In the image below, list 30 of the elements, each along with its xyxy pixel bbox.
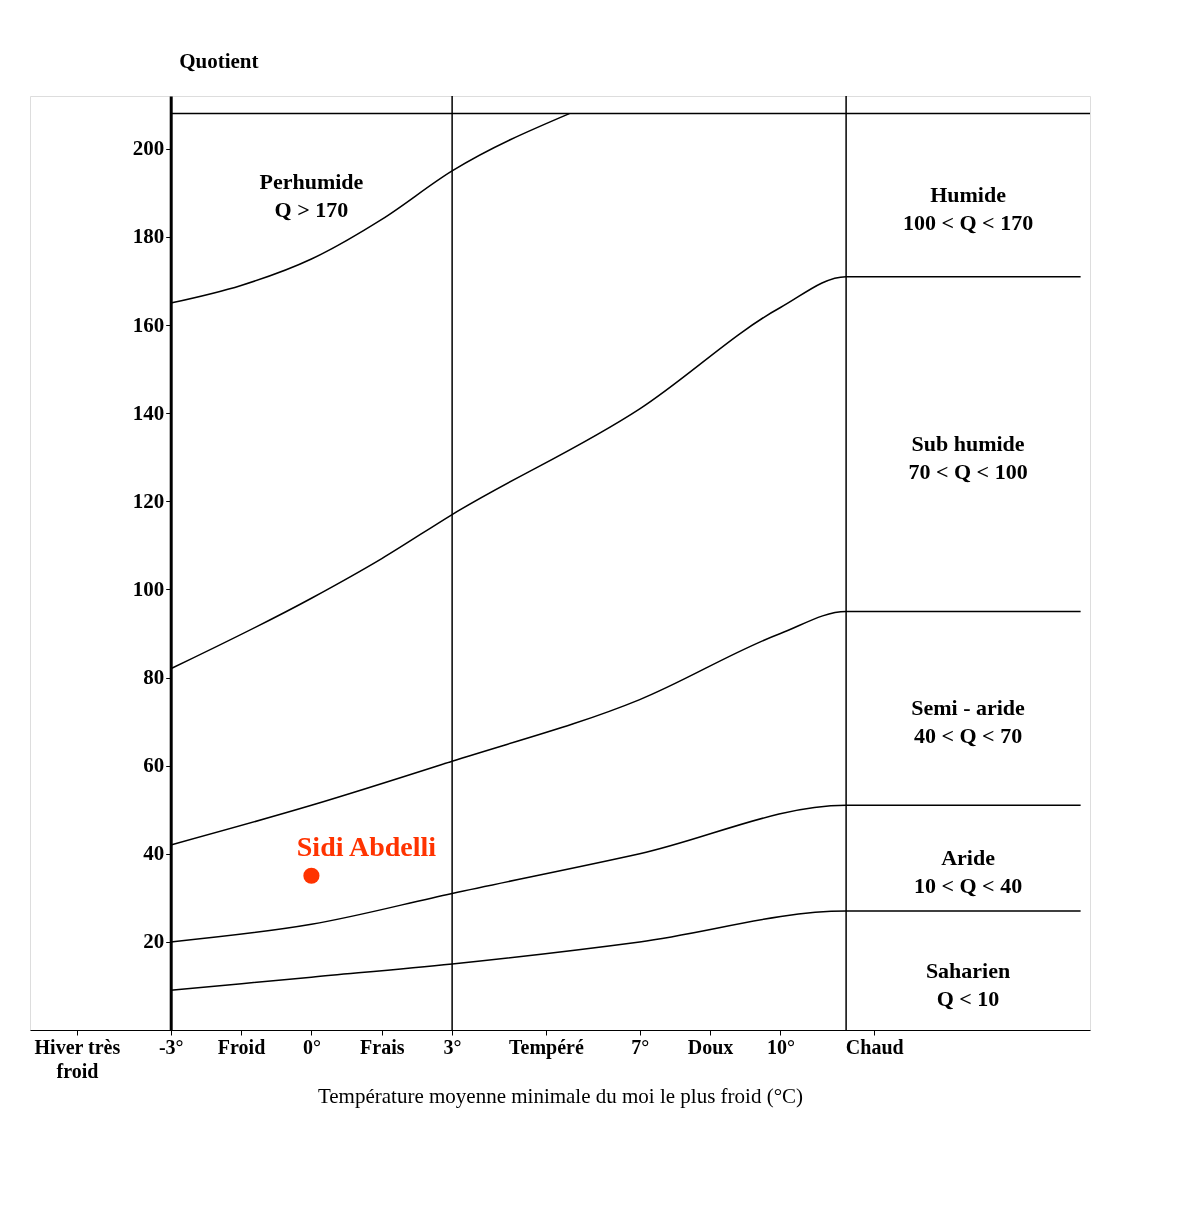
x-tick-label: Froid <box>217 1035 266 1058</box>
y-tick-label: 100 <box>132 576 165 601</box>
y-axis-title: Quotient <box>179 48 259 73</box>
annotation: Saharien Q < 10 <box>925 957 1011 1011</box>
y-tick-label: 140 <box>132 400 165 425</box>
y-tick-label: 20 <box>143 929 165 954</box>
x-tick-label: Frais <box>360 1035 405 1058</box>
annotation: Semi - aride 40 < Q < 70 <box>911 695 1026 749</box>
x-tick-label: Hiver très froid <box>34 1035 121 1082</box>
y-tick-label: 180 <box>132 224 165 249</box>
x-tick-label: Tempéré <box>509 1035 584 1059</box>
annotation: Perhumide Q > 170 <box>259 168 364 222</box>
y-tick-label: 40 <box>143 841 165 866</box>
x-tick-label: 7° <box>631 1035 650 1058</box>
series-label: Sidi Abdelli <box>296 830 437 862</box>
y-tick-label: 80 <box>143 665 165 690</box>
x-tick-label: 0° <box>302 1035 321 1058</box>
x-axis-title: Température moyenne minimale du moi le plus froid (°C) <box>317 1083 804 1108</box>
y-tick-label: 160 <box>132 312 165 337</box>
y-tick-label: 200 <box>132 136 165 161</box>
y-tick-label: 60 <box>143 753 165 778</box>
y-tick-label: 120 <box>132 488 165 513</box>
x-tick-label: Chaud <box>845 1035 904 1058</box>
x-tick-label: -3° <box>158 1035 184 1058</box>
x-tick-label: 10° <box>766 1035 795 1058</box>
x-tick-label: Doux <box>687 1035 734 1058</box>
annotation: Sub humide 70 < Q < 100 <box>908 431 1028 485</box>
annotation: Aride 10 < Q < 40 <box>913 845 1023 899</box>
annotation: Humide 100 < Q < 170 <box>902 182 1034 236</box>
x-tick-label: 3° <box>443 1035 462 1058</box>
